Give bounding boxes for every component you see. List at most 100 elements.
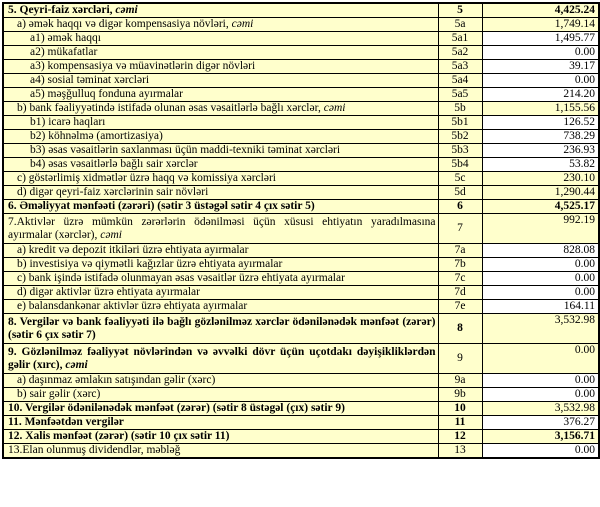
row-label-text: 13.Elan olunmuş dividendlər, məbləğ [8, 444, 181, 456]
row-label-cell: 7.Aktivlər üzrə mümkün zərərlərin ödənil… [2, 213, 439, 244]
row-label-cell: d) digər aktivlər üzrə ehtiyata ayırmala… [2, 285, 439, 300]
row-number-cell: 5b [437, 101, 483, 116]
row-number-cell: 13 [437, 443, 483, 459]
row-label-text: a1) əmək haqqı [30, 32, 101, 45]
table-row: a) əmək haqqı və digər kompensasiya növl… [2, 17, 600, 32]
row-value-cell: 0.00 [481, 271, 600, 286]
row-label-cell: a5) məşğulluq fonduna ayırmalar [2, 87, 439, 102]
row-label-text: d) digər qeyri-faiz xərclərinin sair növ… [17, 186, 209, 199]
table-row: a) kredit və depozit itkiləri üzrə ehtiy… [2, 243, 600, 258]
row-label-text: 12. Xalis mənfəət (zərər) (sətir 10 çıx … [8, 430, 230, 443]
table-row: a5) məşğulluq fonduna ayırmalar 5a5 214.20 [2, 87, 600, 102]
row-label-text: a) daşınmaz əmlakın satışından gəlir (xə… [17, 374, 216, 387]
table-row: 7.Aktivlər üzrə mümkün zərərlərin ödənil… [2, 213, 600, 244]
table-row: a2) mükafatlar 5a2 0.00 [2, 45, 600, 60]
row-label-cell: 11. Mənfəətdən vergilər [2, 415, 439, 430]
row-label-cell: 6. Əməliyyat mənfəəti (zərəri) (sətir 3 … [2, 199, 439, 214]
row-number-cell: 6 [437, 199, 483, 214]
row-value-cell: 1,290.44 [481, 185, 600, 200]
row-number-cell: 7c [437, 271, 483, 286]
table-row: c) göstərlimiş xidmətlər üzrə haqq və ko… [2, 171, 600, 186]
row-label-text: b1) icarə haqları [30, 116, 106, 129]
row-value-cell: 53.82 [481, 157, 600, 172]
row-label-cell: a) əmək haqqı və digər kompensasiya növl… [2, 17, 439, 32]
row-label-suffix: cəmi [231, 18, 254, 31]
row-label-text: c) göstərlimiş xidmətlər üzrə haqq və ko… [17, 172, 276, 185]
row-label-text: a3) kompensasiya və müavinətlərin digər … [30, 60, 256, 73]
row-label-cell: 8. Vergilər və bank fəaliyyəti ilə bağlı… [2, 313, 439, 344]
row-value-cell: 1,155.56 [481, 101, 600, 116]
row-number-cell: 7b [437, 257, 483, 272]
row-number-cell: 9b [437, 387, 483, 402]
table-row: b1) icarə haqları 5b1 126.52 [2, 115, 600, 130]
row-label-cell: b2) köhnəlmə (amortizasiya) [2, 129, 439, 144]
table-row: b3) əsas vəsaitlərin saxlanması üçün mad… [2, 143, 600, 158]
row-value-cell: 214.20 [481, 87, 600, 102]
row-number-cell: 5b3 [437, 143, 483, 158]
row-label-cell: b) investisiya və qiymətli kağızlar üzrə… [2, 257, 439, 272]
row-value-cell: 39.17 [481, 59, 600, 74]
table-row: b2) köhnəlmə (amortizasiya) 5b2 738.29 [2, 129, 600, 144]
row-value-cell: 230.10 [481, 171, 600, 186]
table-row: a4) sosial təminat xərcləri 5a4 0.00 [2, 73, 600, 88]
row-number-cell: 7a [437, 243, 483, 258]
row-label-text: b) investisiya və qiymətli kağızlar üzrə… [17, 258, 283, 271]
row-number-cell: 5c [437, 171, 483, 186]
row-number-cell: 7e [437, 299, 483, 314]
table-row: 12. Xalis mənfəət (zərər) (sətir 10 çıx … [2, 429, 600, 444]
row-label-cell: a) kredit və depozit itkiləri üzrə ehtiy… [2, 243, 439, 258]
row-number-cell: 5a5 [437, 87, 483, 102]
row-number-cell: 5a3 [437, 59, 483, 74]
row-number-cell: 5a2 [437, 45, 483, 60]
table-row: 9. Gözlənilməz fəaliyyət növlərindən və … [2, 343, 600, 374]
row-number-cell: 5a1 [437, 31, 483, 46]
row-label-cell: a4) sosial təminat xərcləri [2, 73, 439, 88]
report-table-body: 5. Qeyri-faiz xərcləri, cəmi 5 4,425.24 a) … [2, 2, 600, 459]
row-label-suffix: cəmi [100, 228, 122, 241]
table-row: 5. Qeyri-faiz xərcləri, cəmi 5 4,425.24 [2, 2, 600, 18]
row-value-cell: 1,495.77 [481, 31, 600, 46]
row-value-cell: 1,749.14 [481, 17, 600, 32]
row-value-cell: 0.00 [481, 443, 600, 459]
table-row: e) balansdankənar aktivlər üzrə ehtiyata… [2, 299, 600, 314]
row-label-cell: b) sair gəlir (xərc) [2, 387, 439, 402]
row-number-cell: 5b2 [437, 129, 483, 144]
row-label-suffix: cəmi [115, 4, 138, 16]
row-label-cell: c) bank işində istifadə olunmayan əsas v… [2, 271, 439, 286]
row-number-cell: 5b4 [437, 157, 483, 172]
table-row: b) sair gəlir (xərc) 9b 0.00 [2, 387, 600, 402]
row-label-cell: 12. Xalis mənfəət (zərər) (sətir 10 çıx … [2, 429, 439, 444]
row-number-cell: 5a [437, 17, 483, 32]
row-label-text: a) əmək haqqı və digər kompensasiya növl… [17, 18, 232, 31]
row-label-cell: d) digər qeyri-faiz xərclərinin sair növ… [2, 185, 439, 200]
row-label-cell: a3) kompensasiya və müavinətlərin digər … [2, 59, 439, 74]
row-label-cell: b) bank fəaliyyətində istifadə olunan əs… [2, 101, 439, 116]
row-number-cell: 12 [437, 429, 483, 444]
row-value-cell: 4,525.17 [481, 199, 600, 214]
row-label-text: a2) mükafatlar [30, 46, 98, 59]
row-label-text: 6. Əməliyyat mənfəəti (zərəri) (sətir 3 … [8, 200, 315, 213]
row-label-cell: b1) icarə haqları [2, 115, 439, 130]
row-label-text: b4) əsas vəsaitlərlə bağlı sair xərclər [30, 158, 198, 171]
row-label-cell: a1) əmək haqqı [2, 31, 439, 46]
row-label-suffix: cəmi [323, 102, 346, 115]
row-label-text: 9. Gözlənilməz fəaliyyət növlərindən və … [8, 345, 436, 371]
row-number-cell: 9 [437, 343, 483, 374]
row-value-cell: 0.00 [481, 285, 600, 300]
row-value-cell: 0.00 [481, 45, 600, 60]
financial-report-table: 5. Qeyri-faiz xərcləri, cəmi 5 4,425.24 a) … [2, 2, 600, 459]
row-value-cell: 3,532.98 [481, 401, 600, 416]
row-label-cell: 5. Qeyri-faiz xərcləri, cəmi [2, 2, 439, 18]
row-label-text: a4) sosial təminat xərcləri [30, 74, 150, 87]
row-value-cell: 0.00 [481, 343, 600, 374]
table-row: d) digər qeyri-faiz xərclərinin sair növ… [2, 185, 600, 200]
row-number-cell: 10 [437, 401, 483, 416]
row-label-cell: c) göstərlimiş xidmətlər üzrə haqq və ko… [2, 171, 439, 186]
row-value-cell: 0.00 [481, 373, 600, 388]
row-number-cell: 5 [437, 2, 483, 18]
row-label-cell: b3) əsas vəsaitlərin saxlanması üçün mad… [2, 143, 439, 158]
table-row: b) investisiya və qiymətli kağızlar üzrə… [2, 257, 600, 272]
row-label-suffix: cəmi [65, 358, 88, 371]
row-label-text: c) bank işində istifadə olunmayan əsas v… [17, 272, 345, 285]
row-value-cell: 0.00 [481, 387, 600, 402]
